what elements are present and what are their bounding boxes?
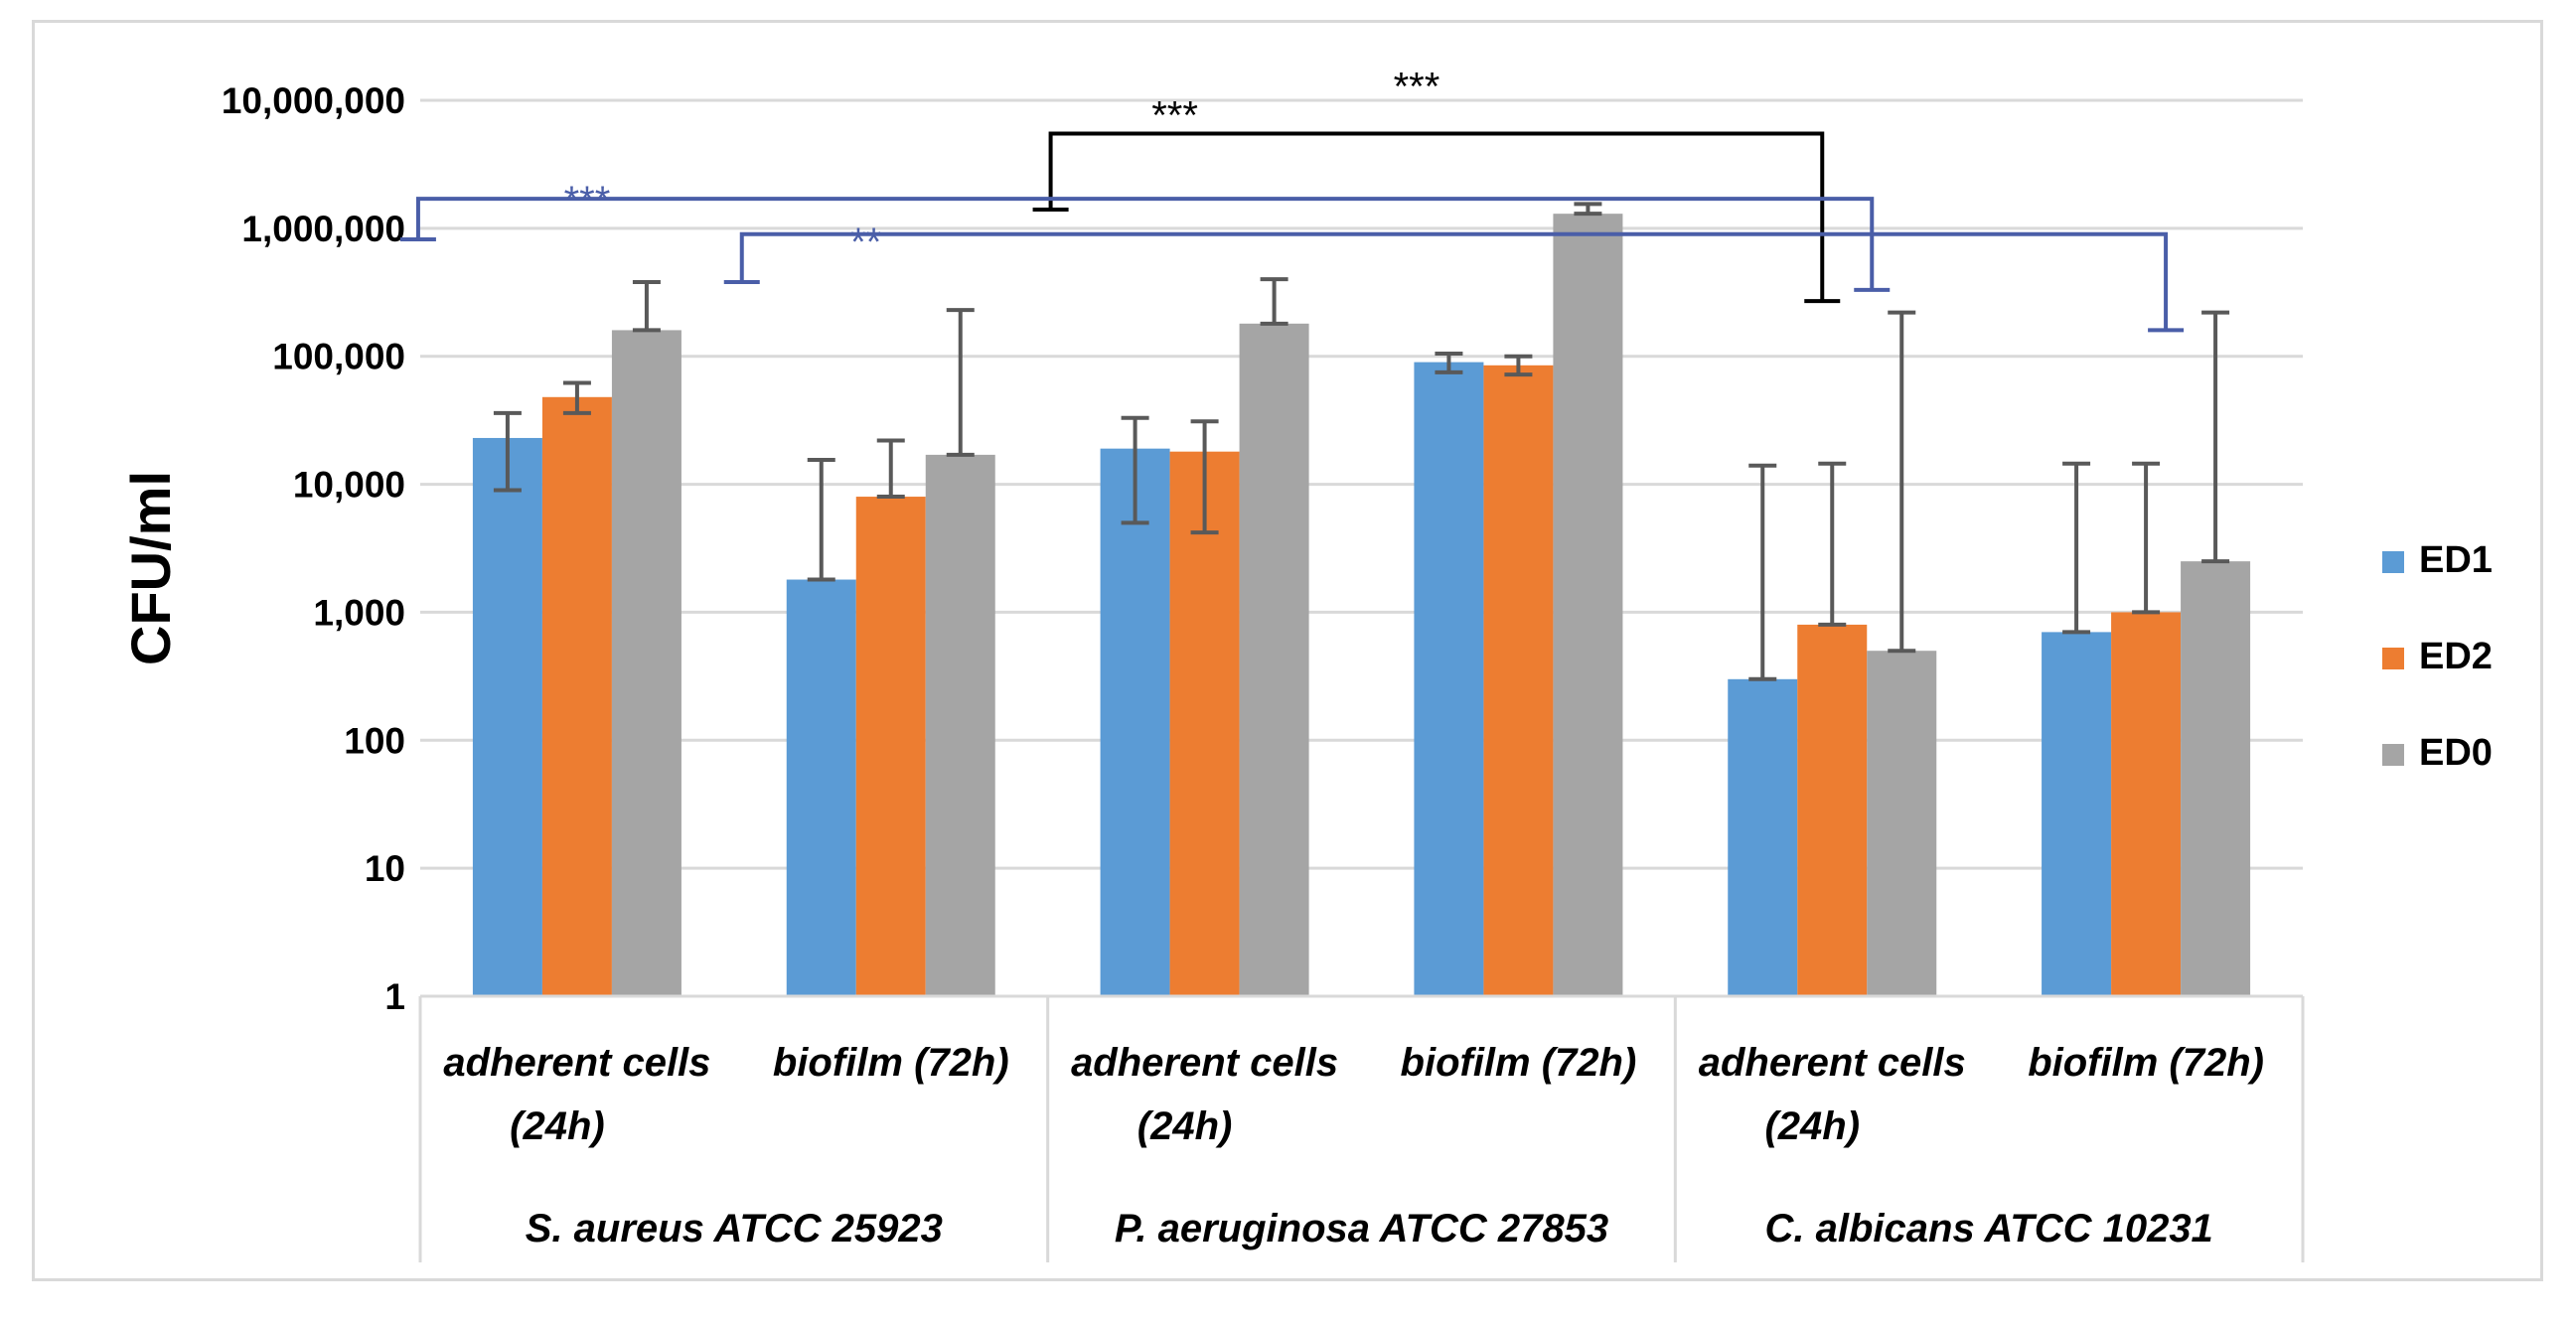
category-label: biofilm (72h) bbox=[773, 1041, 1009, 1085]
category-label: (24h) bbox=[1137, 1104, 1233, 1148]
bar-ed2 bbox=[855, 497, 926, 996]
significance-bracket bbox=[1048, 131, 1825, 302]
y-tick-label: 100,000 bbox=[272, 337, 405, 377]
significance-bracket bbox=[415, 197, 1875, 290]
bar-ed1 bbox=[472, 437, 542, 996]
category-label: (24h) bbox=[510, 1104, 605, 1148]
group-label: S. aureus ATCC 25923 bbox=[526, 1207, 943, 1250]
significance-label: *** bbox=[564, 179, 611, 222]
significance-bracket bbox=[739, 231, 2169, 331]
legend-swatch-ed1 bbox=[2382, 551, 2404, 573]
category-label: biofilm (72h) bbox=[1401, 1041, 1637, 1085]
category-label: (24h) bbox=[1764, 1104, 1860, 1148]
bar-ed1 bbox=[786, 579, 856, 996]
bar-ed0 bbox=[1867, 651, 1937, 996]
significance-label: *** bbox=[1394, 65, 1440, 108]
y-tick-label: 1 bbox=[384, 976, 405, 1017]
bar-ed2 bbox=[1483, 365, 1554, 996]
category-label: adherent cells bbox=[1699, 1041, 1966, 1085]
chart-frame: 1 10 100 1,000 10,000 100,000 1,000,000 10,000,… bbox=[32, 20, 2543, 1281]
y-tick-label: 1,000 bbox=[313, 592, 405, 633]
bar-ed2 bbox=[2111, 612, 2182, 996]
bar-ed1 bbox=[1728, 678, 1798, 996]
bar-ed2 bbox=[541, 396, 612, 996]
bar-ed2 bbox=[1797, 624, 1868, 996]
group-label: C. albicans ATCC 10231 bbox=[1765, 1207, 2213, 1250]
bar-ed2 bbox=[1169, 451, 1240, 996]
legend-label-ed2: ED2 bbox=[2419, 636, 2493, 677]
category-label: biofilm (72h) bbox=[2028, 1041, 2264, 1085]
significance-label: *** bbox=[1151, 93, 1198, 137]
bar-chart: 1 10 100 1,000 10,000 100,000 1,000,000 10,000,… bbox=[119, 65, 2493, 1262]
legend-swatch-ed2 bbox=[2382, 648, 2404, 669]
bar-ed0 bbox=[1553, 214, 1623, 996]
y-axis-label: CFU/ml bbox=[119, 471, 182, 665]
category-label: adherent cells bbox=[1071, 1041, 1338, 1085]
group-label: P. aeruginosa ATCC 27853 bbox=[1115, 1207, 1608, 1250]
bar-ed0 bbox=[611, 330, 682, 996]
bar-ed1 bbox=[2042, 632, 2112, 996]
y-tick-label: 100 bbox=[344, 720, 405, 761]
y-tick-label: 10 bbox=[365, 848, 405, 889]
y-tick-label: 10,000,000 bbox=[222, 80, 405, 121]
bar-ed0 bbox=[2181, 561, 2251, 996]
bar-ed1 bbox=[1100, 448, 1170, 996]
y-tick-label: 1,000,000 bbox=[241, 209, 405, 249]
bar-ed1 bbox=[1414, 362, 1484, 996]
bar-ed0 bbox=[1239, 323, 1309, 997]
bar-ed0 bbox=[925, 454, 995, 996]
y-tick-label: 10,000 bbox=[293, 465, 405, 506]
category-label: adherent cells bbox=[443, 1041, 710, 1085]
significance-label: ** bbox=[850, 220, 881, 264]
legend-label-ed1: ED1 bbox=[2419, 539, 2493, 581]
legend-swatch-ed0 bbox=[2382, 744, 2404, 766]
legend-label-ed0: ED0 bbox=[2419, 732, 2493, 774]
